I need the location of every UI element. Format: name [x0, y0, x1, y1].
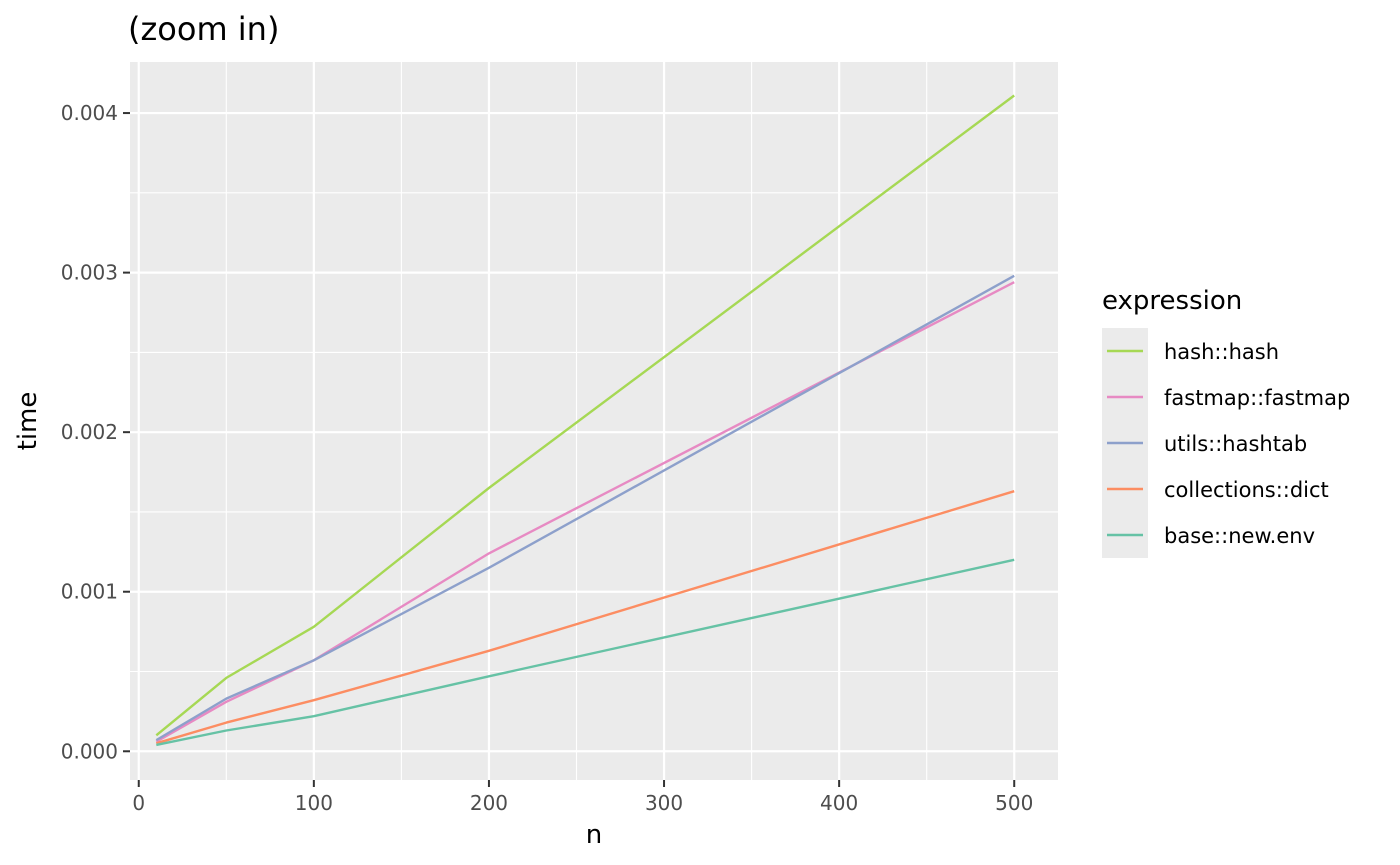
- legend-label: fastmap::fastmap: [1164, 386, 1350, 410]
- legend-label: base::new.env: [1164, 524, 1315, 548]
- legend-title: expression: [1102, 286, 1242, 316]
- x-tick-label: 0: [132, 791, 145, 815]
- y-tick-label: 0.002: [61, 420, 118, 444]
- minor-gridlines: [130, 62, 1058, 780]
- series-line: [156, 558, 1015, 747]
- legend-items: hash::hashfastmap::fastmaputils::hashtab…: [1107, 340, 1350, 548]
- x-axis: 0 100 200 300 400 500: [132, 780, 1033, 815]
- x-tick-label: 200: [470, 791, 508, 815]
- legend-label: hash::hash: [1164, 340, 1279, 364]
- legend: expression hash::hashfastmap::fastmaputi…: [1102, 286, 1350, 558]
- y-tick-label: 0.003: [61, 261, 118, 285]
- x-tick-label: 500: [995, 791, 1033, 815]
- series-lines: [155, 94, 1015, 747]
- x-tick-label: 100: [295, 791, 333, 815]
- y-axis: 0.000 0.001 0.002 0.003 0.004: [61, 101, 130, 763]
- y-axis-title: time: [13, 392, 43, 451]
- y-tick-label: 0.004: [61, 101, 118, 125]
- chart-title: (zoom in): [128, 10, 279, 48]
- x-tick-label: 300: [645, 791, 683, 815]
- y-tick-label: 0.001: [61, 580, 118, 604]
- series-line: [155, 274, 1015, 742]
- x-axis-title: n: [586, 820, 602, 850]
- y-tick-label: 0.000: [61, 739, 118, 763]
- series-line: [155, 94, 1015, 737]
- legend-label: utils::hashtab: [1164, 432, 1307, 456]
- legend-label: collections::dict: [1164, 478, 1329, 502]
- series-line: [155, 490, 1015, 745]
- x-tick-label: 400: [820, 791, 858, 815]
- plot-panel: [130, 62, 1058, 780]
- major-gridlines: [130, 62, 1058, 780]
